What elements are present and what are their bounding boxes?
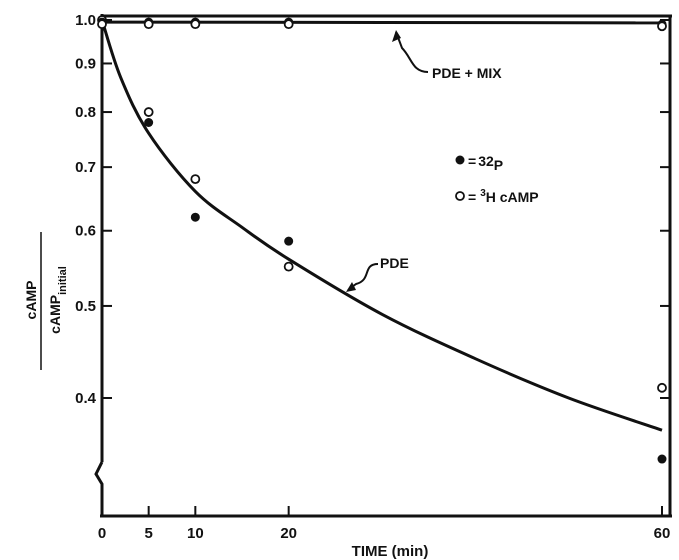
data-points bbox=[97, 15, 667, 464]
point-3h-camp bbox=[283, 261, 294, 272]
x-tick-label: 10 bbox=[187, 525, 204, 542]
legend-element: P bbox=[494, 157, 503, 173]
y-tick-label: 0.5 bbox=[75, 298, 96, 315]
x-tick-label: 20 bbox=[280, 525, 297, 542]
curves bbox=[100, 19, 663, 432]
point-3h-camp bbox=[283, 19, 294, 30]
y-axis-label: cAMP cAMPinitial bbox=[23, 232, 69, 370]
y-label-subscript: initial bbox=[57, 266, 69, 295]
legend-sign: = bbox=[468, 189, 476, 205]
annotation-arrowhead bbox=[346, 282, 356, 292]
x-tick-label: 0 bbox=[98, 525, 106, 542]
annotation-arrowhead bbox=[392, 30, 401, 42]
point-32p bbox=[144, 117, 154, 127]
x-tick-label: 5 bbox=[144, 525, 152, 542]
y-tick-label: 0.4 bbox=[75, 390, 97, 407]
point-32p bbox=[190, 212, 200, 222]
legend-superscript: 3 bbox=[480, 188, 486, 199]
legend-item-32p: = 32P bbox=[455, 153, 503, 173]
y-tick-label: 0.7 bbox=[75, 159, 96, 176]
legend-mass-number: 32 bbox=[478, 153, 494, 169]
annotation-arrow bbox=[347, 263, 379, 291]
x-axis-ticks: 0 5 10 20 60 bbox=[98, 506, 671, 542]
y-tick-label: 0.8 bbox=[75, 104, 96, 121]
legend: = 32P = 3H cAMP bbox=[455, 153, 539, 205]
y-label-numerator: cAMP bbox=[23, 281, 39, 320]
legend-label-3h-camp: = 3H cAMP bbox=[468, 188, 539, 205]
legend-compound: H cAMP bbox=[486, 189, 539, 205]
annotation-pde: PDE bbox=[346, 255, 409, 292]
point-3h-camp bbox=[143, 107, 154, 117]
legend-item-3h-camp: = 3H cAMP bbox=[455, 188, 539, 205]
curve-label-pde-mix: PDE + MIX bbox=[432, 65, 502, 81]
point-32p bbox=[284, 236, 294, 246]
y-label-denominator: cAMPinitial bbox=[47, 266, 69, 334]
point-3h-camp bbox=[657, 382, 667, 393]
legend-label-32p: = 32P bbox=[468, 153, 503, 173]
y-tick-label: 0.9 bbox=[75, 55, 96, 72]
curve-pde-mix bbox=[101, 20, 663, 25]
y-axis-break bbox=[94, 461, 104, 516]
point-32p bbox=[657, 454, 667, 464]
annotation-arrow bbox=[395, 31, 429, 73]
y-axis-ticks: 1.0 0.9 0.8 0.7 0.6 0.5 0.4 bbox=[75, 12, 670, 407]
y-tick-label: 1.0 bbox=[75, 12, 96, 29]
y-tick-label: 0.6 bbox=[75, 223, 96, 240]
point-3h-camp bbox=[190, 19, 201, 30]
legend-marker-filled bbox=[455, 155, 465, 165]
point-3h-camp bbox=[657, 21, 667, 32]
point-3h-camp bbox=[143, 19, 154, 30]
y-label-denominator-main: cAMP bbox=[47, 295, 63, 334]
x-axis-label: TIME (min) bbox=[352, 543, 429, 560]
annotation-pde-mix: PDE + MIX bbox=[392, 30, 502, 81]
legend-sign: = bbox=[468, 153, 476, 169]
point-3h-camp bbox=[97, 19, 107, 30]
curve-label-pde: PDE bbox=[380, 255, 409, 271]
point-3h-camp bbox=[190, 174, 201, 184]
legend-marker-open bbox=[455, 191, 465, 201]
curve-pde bbox=[100, 19, 663, 432]
x-tick-label: 60 bbox=[654, 525, 671, 542]
